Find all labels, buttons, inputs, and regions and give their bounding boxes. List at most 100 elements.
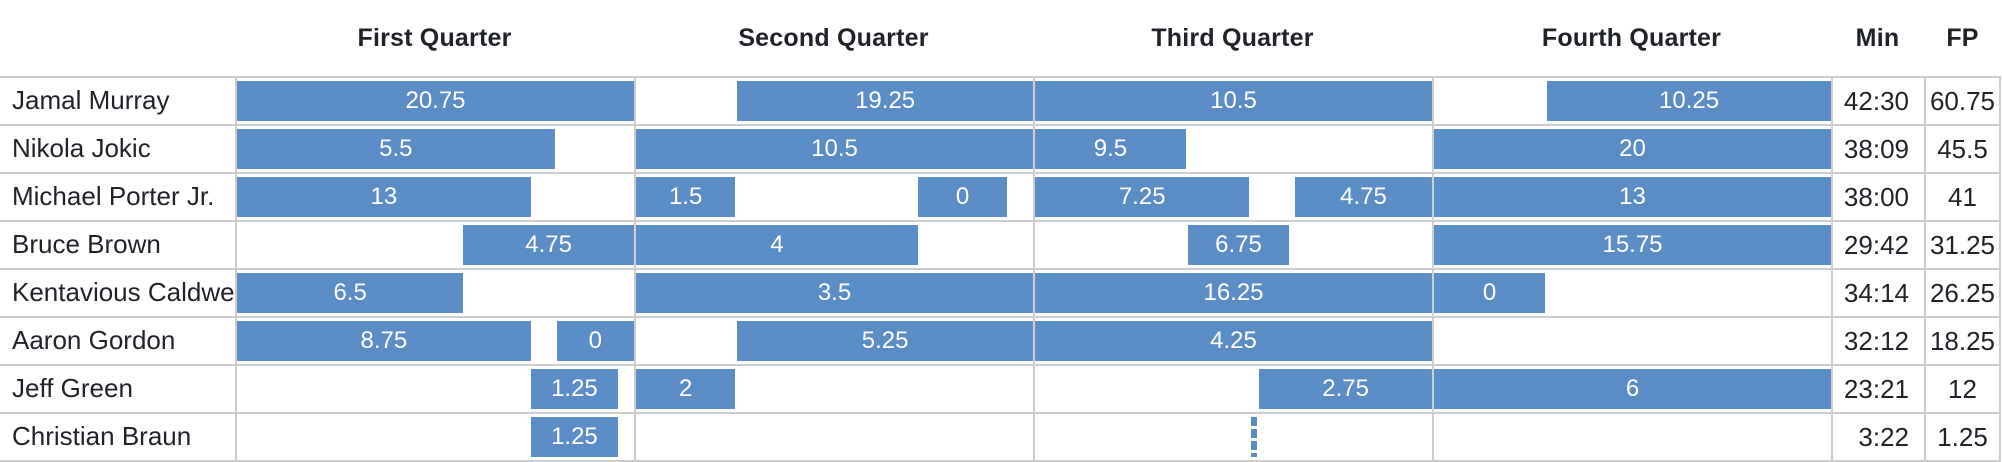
stint-fp-label: 5.5 [379,135,413,162]
stint-bar[interactable]: 10.5 [1035,81,1432,121]
player-row: Jeff Green 1.25 2 2.75 6 23:21 12 [0,364,2001,412]
player-name: Bruce Brown [12,229,161,259]
quarter-cell-q4: 0 [1432,270,1831,316]
stint-fp-label: 10.5 [811,135,858,162]
stint-bar[interactable]: 19.25 [737,81,1033,121]
stint-bar[interactable]: 1.25 [530,369,619,409]
stint-bar[interactable]: 6.5 [237,273,464,313]
column-header-fourth-quarter: Fourth Quarter [1541,23,1722,52]
player-row: Jamal Murray 20.75 19.25 10.5 10.25 42:30 60.7… [0,76,2001,124]
quarter-cell-q1: 8.75 0 [235,318,634,364]
stint-fp-label: 0 [955,183,970,210]
player-name: Jeff Green [12,373,133,403]
quarter-cell-q1: 4.75 [235,222,634,268]
player-column-header [0,0,235,76]
minutes-value: 38:09 [1831,126,1924,172]
stint-bar[interactable]: 10.5 [636,129,1033,169]
stint-bar[interactable]: 4.75 [1295,177,1432,217]
column-header-min: Min [1855,23,1900,52]
fp-value: 1.25 [1924,414,2001,460]
stint-fp-label: 2 [678,375,693,402]
player-name: Kentavious Caldwe [12,277,235,307]
stint-bar[interactable]: 6 [1434,369,1831,409]
stint-bar[interactable]: 16.25 [1035,273,1432,313]
minutes-value: 23:21 [1831,366,1924,412]
header-row: First Quarter Second Quarter Third Quart… [0,0,2001,76]
stint-bar[interactable]: 6.75 [1187,225,1290,265]
stint-bar[interactable]: 13 [237,177,531,217]
stint-bar[interactable]: 4.25 [1035,321,1432,361]
minutes-value: 38:00 [1831,174,1924,220]
stint-bar[interactable]: 4.75 [463,225,634,265]
stint-fp-label: 5.25 [861,327,909,354]
quarter-cell-q2: 4 [634,222,1033,268]
minutes-value: 3:22 [1831,414,1924,460]
stint-fp-label: 16.25 [1203,279,1264,306]
fp-value: 31.25 [1924,222,2001,268]
quarter-cell-q3: 9.5 [1033,126,1432,172]
fp-value: 18.25 [1924,318,2001,364]
minutes-value: 42:30 [1831,78,1924,124]
stint-fp-label: 2.75 [1322,375,1369,402]
player-row: Aaron Gordon 8.75 0 5.25 4.25 32:12 18.25 [0,316,2001,364]
stint-bar[interactable]: 2 [636,369,736,409]
minutes-value: 32:12 [1831,318,1924,364]
stint-fp-label: 7.25 [1118,183,1166,210]
quarter-cell-q3: 10.5 [1033,78,1432,124]
column-header-first-quarter: First Quarter [357,23,512,52]
quarter-cell-q2: 1.5 0 [634,174,1033,220]
rotation-table-body: Jamal Murray 20.75 19.25 10.5 10.25 42:30 60.7… [0,76,2001,460]
stint-bar[interactable]: 9.5 [1035,129,1186,169]
stint-bar[interactable] [1250,417,1257,457]
stint-bar[interactable]: 20 [1434,129,1831,169]
stint-fp-label: 19.25 [855,87,916,114]
stint-bar[interactable]: 0 [1434,273,1546,313]
quarter-cell-q4: 20 [1432,126,1831,172]
stint-bar[interactable]: 7.25 [1035,177,1250,217]
stint-fp-label: 3.5 [817,279,852,306]
stint-bar[interactable]: 0 [917,177,1008,217]
stint-fp-label: 6 [1625,375,1640,402]
stint-fp-label: 4.25 [1210,327,1257,354]
stint-bar[interactable]: 20.75 [237,81,634,121]
fp-value: 12 [1924,366,2001,412]
quarter-cell-q3: 4.25 [1033,318,1432,364]
player-name: Aaron Gordon [12,325,176,355]
stint-bar[interactable]: 3.5 [636,273,1033,313]
stint-fp-label: 1.5 [668,183,703,210]
stint-bar[interactable]: 13 [1434,177,1831,217]
stint-fp-label: 1.25 [551,375,598,402]
quarter-cell-q3: 16.25 [1033,270,1432,316]
stint-fp-label: 10.25 [1659,87,1720,114]
stint-fp-label: 9.5 [1093,135,1128,162]
stint-fp-label: 4.75 [525,231,572,258]
quarter-cell-q2: 3.5 [634,270,1033,316]
stint-bar[interactable]: 10.25 [1547,81,1831,121]
stint-bar[interactable]: 8.75 [237,321,531,361]
quarter-cell-q2: 2 [634,366,1033,412]
column-header-second-quarter: Second Quarter [738,23,929,52]
quarter-cell-q4 [1432,318,1831,364]
stint-bar[interactable]: 2.75 [1259,369,1432,409]
player-row: Bruce Brown 4.75 4 6.75 15.75 29:42 31.25 [0,220,2001,268]
stint-bar[interactable]: 1.5 [636,177,736,217]
player-row: Michael Porter Jr. 13 1.5 0 7.25 4.75 13 38:00 4… [0,172,2001,220]
stint-bar[interactable]: 1.25 [530,417,619,457]
stint-bar[interactable]: 5.25 [737,321,1033,361]
quarter-cell-q4: 6 [1432,366,1831,412]
quarter-cell-q2: 5.25 [634,318,1033,364]
quarter-cell-q3 [1033,414,1432,460]
stint-bar[interactable]: 0 [556,321,634,361]
quarter-cell-q1: 5.5 [235,126,634,172]
quarter-cell-q4: 15.75 [1432,222,1831,268]
quarter-cell-q3: 2.75 [1033,366,1432,412]
stint-bar[interactable]: 5.5 [237,129,555,169]
quarter-cell-q4: 13 [1432,174,1831,220]
stint-bar[interactable]: 15.75 [1434,225,1831,265]
stint-fp-label: 6.75 [1215,231,1262,258]
stint-fp-label: 20 [1619,135,1646,162]
stint-fp-label: 10.5 [1210,87,1257,114]
column-header-fp: FP [1946,23,1979,52]
stint-bar[interactable]: 4 [636,225,918,265]
